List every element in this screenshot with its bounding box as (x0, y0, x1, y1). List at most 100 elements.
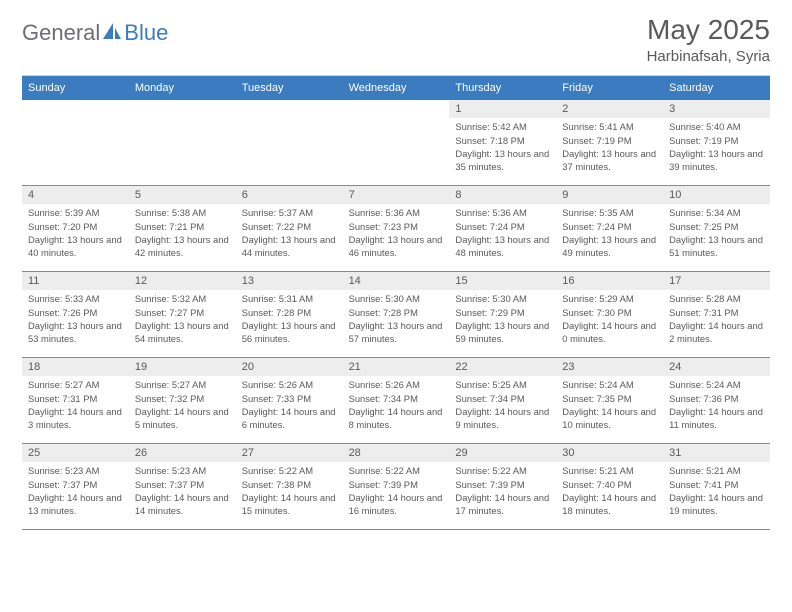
sunrise-line: Sunrise: 5:22 AM (455, 465, 550, 478)
day-number: 1 (449, 100, 556, 118)
day-number: 2 (556, 100, 663, 118)
day-info: Sunrise: 5:24 AMSunset: 7:36 PMDaylight:… (663, 376, 770, 432)
sunrise-line: Sunrise: 5:28 AM (669, 293, 764, 306)
day-cell: 26Sunrise: 5:23 AMSunset: 7:37 PMDayligh… (129, 444, 236, 530)
day-info: Sunrise: 5:22 AMSunset: 7:38 PMDaylight:… (236, 462, 343, 518)
day-info: Sunrise: 5:41 AMSunset: 7:19 PMDaylight:… (556, 118, 663, 174)
sunrise-line: Sunrise: 5:36 AM (455, 207, 550, 220)
day-info: Sunrise: 5:30 AMSunset: 7:29 PMDaylight:… (449, 290, 556, 346)
brand-logo: General Blue (22, 14, 168, 46)
calendar-page: General Blue May 2025 Harbinafsah, Syria… (0, 0, 792, 544)
day-info: Sunrise: 5:29 AMSunset: 7:30 PMDaylight:… (556, 290, 663, 346)
sunrise-line: Sunrise: 5:27 AM (135, 379, 230, 392)
sunrise-line: Sunrise: 5:23 AM (28, 465, 123, 478)
sunset-line: Sunset: 7:24 PM (562, 221, 657, 234)
sunrise-line: Sunrise: 5:30 AM (455, 293, 550, 306)
sunrise-line: Sunrise: 5:40 AM (669, 121, 764, 134)
daylight-line: Daylight: 14 hours and 15 minutes. (242, 492, 337, 517)
day-number: 5 (129, 186, 236, 204)
daylight-line: Daylight: 13 hours and 56 minutes. (242, 320, 337, 345)
sunrise-line: Sunrise: 5:21 AM (562, 465, 657, 478)
day-cell: 1 Sunrise: 5:42 AMSunset: 7:18 PMDaylight… (449, 100, 556, 186)
day-info: Sunrise: 5:25 AMSunset: 7:34 PMDaylight:… (449, 376, 556, 432)
sunrise-line: Sunrise: 5:31 AM (242, 293, 337, 306)
day-info: Sunrise: 5:22 AMSunset: 7:39 PMDaylight:… (343, 462, 450, 518)
sunset-line: Sunset: 7:29 PM (455, 307, 550, 320)
sunset-line: Sunset: 7:28 PM (242, 307, 337, 320)
sunrise-line: Sunrise: 5:32 AM (135, 293, 230, 306)
sunset-line: Sunset: 7:18 PM (455, 135, 550, 148)
weekday-header: Saturday (663, 76, 770, 100)
daylight-line: Daylight: 14 hours and 8 minutes. (349, 406, 444, 431)
sunrise-line: Sunrise: 5:42 AM (455, 121, 550, 134)
sunset-line: Sunset: 7:26 PM (28, 307, 123, 320)
sunset-line: Sunset: 7:25 PM (669, 221, 764, 234)
daylight-line: Daylight: 13 hours and 51 minutes. (669, 234, 764, 259)
day-cell: 3Sunrise: 5:40 AMSunset: 7:19 PMDaylight… (663, 100, 770, 186)
sunset-line: Sunset: 7:40 PM (562, 479, 657, 492)
day-cell: 23Sunrise: 5:24 AMSunset: 7:35 PMDayligh… (556, 358, 663, 444)
sunset-line: Sunset: 7:27 PM (135, 307, 230, 320)
daylight-line: Daylight: 13 hours and 53 minutes. (28, 320, 123, 345)
title-block: May 2025 Harbinafsah, Syria (647, 14, 770, 65)
day-number: 4 (22, 186, 129, 204)
day-info: Sunrise: 5:38 AMSunset: 7:21 PMDaylight:… (129, 204, 236, 260)
day-cell: 4Sunrise: 5:39 AMSunset: 7:20 PMDaylight… (22, 186, 129, 272)
sunset-line: Sunset: 7:19 PM (562, 135, 657, 148)
day-cell: 30Sunrise: 5:21 AMSunset: 7:40 PMDayligh… (556, 444, 663, 530)
sunrise-line: Sunrise: 5:29 AM (562, 293, 657, 306)
daylight-line: Daylight: 14 hours and 18 minutes. (562, 492, 657, 517)
day-cell: 9Sunrise: 5:35 AMSunset: 7:24 PMDaylight… (556, 186, 663, 272)
day-info: Sunrise: 5:24 AMSunset: 7:35 PMDaylight:… (556, 376, 663, 432)
day-number: 27 (236, 444, 343, 462)
daylight-line: Daylight: 14 hours and 9 minutes. (455, 406, 550, 431)
weekday-header: Wednesday (343, 76, 450, 100)
sunrise-line: Sunrise: 5:24 AM (562, 379, 657, 392)
daylight-line: Daylight: 14 hours and 0 minutes. (562, 320, 657, 345)
day-info: Sunrise: 5:26 AMSunset: 7:34 PMDaylight:… (343, 376, 450, 432)
day-number: 26 (129, 444, 236, 462)
day-cell: 20Sunrise: 5:26 AMSunset: 7:33 PMDayligh… (236, 358, 343, 444)
daylight-line: Daylight: 13 hours and 35 minutes. (455, 148, 550, 173)
brand-part1: General (22, 20, 100, 46)
day-number: 13 (236, 272, 343, 290)
day-cell: 13 Sunrise: 5:31 AMSunset: 7:28 PMDayligh… (236, 272, 343, 358)
day-number: 19 (129, 358, 236, 376)
day-number: 24 (663, 358, 770, 376)
sunset-line: Sunset: 7:36 PM (669, 393, 764, 406)
day-info: Sunrise: 5:40 AMSunset: 7:19 PMDaylight:… (663, 118, 770, 174)
day-info: Sunrise: 5:21 AMSunset: 7:40 PMDaylight:… (556, 462, 663, 518)
daylight-line: Daylight: 14 hours and 2 minutes. (669, 320, 764, 345)
empty-cell (343, 100, 450, 186)
calendar-grid: SundayMondayTuesdayWednesdayThursdayFrid… (22, 75, 770, 530)
day-number: 23 (556, 358, 663, 376)
sunrise-line: Sunrise: 5:23 AM (135, 465, 230, 478)
day-number: 6 (236, 186, 343, 204)
month-title: May 2025 (647, 14, 770, 46)
day-cell: 22Sunrise: 5:25 AMSunset: 7:34 PMDayligh… (449, 358, 556, 444)
day-number: 30 (556, 444, 663, 462)
day-number: 16 (556, 272, 663, 290)
day-number: 31 (663, 444, 770, 462)
day-cell: 24Sunrise: 5:24 AMSunset: 7:36 PMDayligh… (663, 358, 770, 444)
day-number: 10 (663, 186, 770, 204)
sunset-line: Sunset: 7:32 PM (135, 393, 230, 406)
sunrise-line: Sunrise: 5:22 AM (349, 465, 444, 478)
day-number: 20 (236, 358, 343, 376)
day-info: Sunrise: 5:32 AMSunset: 7:27 PMDaylight:… (129, 290, 236, 346)
day-number: 12 (129, 272, 236, 290)
daylight-line: Daylight: 14 hours and 14 minutes. (135, 492, 230, 517)
empty-cell (129, 100, 236, 186)
sunset-line: Sunset: 7:34 PM (349, 393, 444, 406)
sunset-line: Sunset: 7:39 PM (349, 479, 444, 492)
day-info: Sunrise: 5:22 AMSunset: 7:39 PMDaylight:… (449, 462, 556, 518)
sunrise-line: Sunrise: 5:34 AM (669, 207, 764, 220)
daylight-line: Daylight: 14 hours and 19 minutes. (669, 492, 764, 517)
daylight-line: Daylight: 14 hours and 10 minutes. (562, 406, 657, 431)
day-cell: 10Sunrise: 5:34 AMSunset: 7:25 PMDayligh… (663, 186, 770, 272)
day-cell: 27Sunrise: 5:22 AMSunset: 7:38 PMDayligh… (236, 444, 343, 530)
day-cell: 25Sunrise: 5:23 AMSunset: 7:37 PMDayligh… (22, 444, 129, 530)
header: General Blue May 2025 Harbinafsah, Syria (22, 14, 770, 65)
day-cell: 21Sunrise: 5:26 AMSunset: 7:34 PMDayligh… (343, 358, 450, 444)
day-info: Sunrise: 5:34 AMSunset: 7:25 PMDaylight:… (663, 204, 770, 260)
